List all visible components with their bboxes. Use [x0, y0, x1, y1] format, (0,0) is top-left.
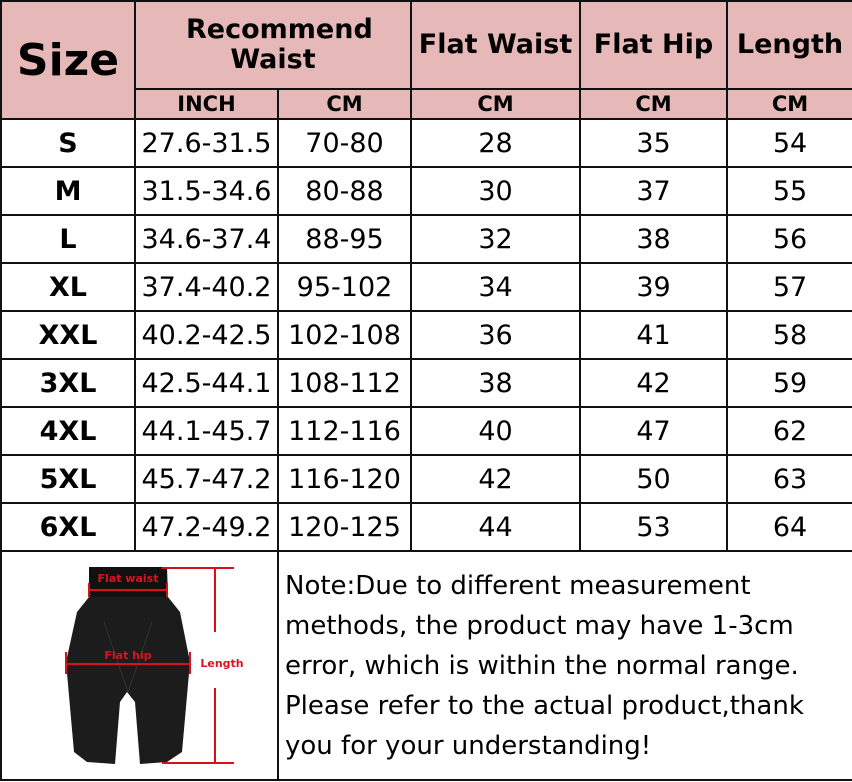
cell-size: 5XL: [0, 454, 136, 504]
unit-cm: CM: [579, 88, 728, 120]
cell-flat-hip: 38: [579, 214, 728, 264]
cell-size: M: [0, 166, 136, 216]
cell-size: 6XL: [0, 502, 136, 552]
cell-flat-waist: 40: [410, 406, 581, 456]
header-size: Size: [0, 0, 136, 120]
cell-waist-cm: 70-80: [277, 118, 412, 168]
cell-size: XL: [0, 262, 136, 312]
cell-length: 56: [726, 214, 852, 264]
cell-flat-waist: 42: [410, 454, 581, 504]
header-flat-hip: Flat Hip: [579, 0, 728, 90]
table-row: 5XL 45.7-47.2 116-120 42 50 63: [0, 454, 852, 504]
unit-cm: CM: [277, 88, 412, 120]
header-flat-waist: Flat Waist: [410, 0, 581, 90]
cell-size: S: [0, 118, 136, 168]
cell-length: 54: [726, 118, 852, 168]
unit-cm: CM: [726, 88, 852, 120]
cell-length: 64: [726, 502, 852, 552]
header-length: Length: [726, 0, 852, 90]
cell-flat-waist: 30: [410, 166, 581, 216]
table-row: 6XL 47.2-49.2 120-125 44 53 64: [0, 502, 852, 552]
unit-inch: INCH: [134, 88, 279, 120]
cell-waist-cm: 88-95: [277, 214, 412, 264]
cell-waist-cm: 80-88: [277, 166, 412, 216]
cell-waist-inch: 47.2-49.2: [134, 502, 279, 552]
cell-waist-inch: 27.6-31.5: [134, 118, 279, 168]
cell-flat-hip: 39: [579, 262, 728, 312]
cell-waist-inch: 42.5-44.1: [134, 358, 279, 408]
cell-length: 57: [726, 262, 852, 312]
flat-waist-label: Flat waist: [98, 572, 159, 585]
table-row: 4XL 44.1-45.7 112-116 40 47 62: [0, 406, 852, 456]
cell-flat-hip: 42: [579, 358, 728, 408]
cell-waist-cm: 95-102: [277, 262, 412, 312]
flat-hip-label: Flat hip: [104, 649, 151, 662]
cell-length: 58: [726, 310, 852, 360]
cell-flat-hip: 37: [579, 166, 728, 216]
table-row: S 27.6-31.5 70-80 28 35 54: [0, 118, 852, 168]
cell-size: L: [0, 214, 136, 264]
cell-waist-cm: 120-125: [277, 502, 412, 552]
cell-size: 4XL: [0, 406, 136, 456]
cell-waist-inch: 34.6-37.4: [134, 214, 279, 264]
cell-flat-hip: 41: [579, 310, 728, 360]
cell-length: 55: [726, 166, 852, 216]
cell-flat-waist: 32: [410, 214, 581, 264]
length-label: Length: [200, 657, 243, 670]
cell-size: XXL: [0, 310, 136, 360]
cell-waist-inch: 31.5-34.6: [134, 166, 279, 216]
measurement-diagram: Flat waist Flat hip Length: [0, 550, 279, 781]
cell-length: 62: [726, 406, 852, 456]
cell-waist-inch: 40.2-42.5: [134, 310, 279, 360]
table-row: XXL 40.2-42.5 102-108 36 41 58: [0, 310, 852, 360]
cell-flat-hip: 47: [579, 406, 728, 456]
cell-flat-hip: 53: [579, 502, 728, 552]
cell-waist-inch: 44.1-45.7: [134, 406, 279, 456]
cell-length: 59: [726, 358, 852, 408]
table-row: L 34.6-37.4 88-95 32 38 56: [0, 214, 852, 264]
cell-waist-cm: 108-112: [277, 358, 412, 408]
shorts-illustration: Flat waist Flat hip Length: [65, 567, 244, 764]
cell-flat-waist: 38: [410, 358, 581, 408]
cell-length: 63: [726, 454, 852, 504]
cell-waist-cm: 112-116: [277, 406, 412, 456]
cell-flat-waist: 36: [410, 310, 581, 360]
cell-flat-waist: 28: [410, 118, 581, 168]
cell-waist-cm: 102-108: [277, 310, 412, 360]
unit-cm: CM: [410, 88, 581, 120]
table-row: M 31.5-34.6 80-88 30 37 55: [0, 166, 852, 216]
cell-waist-inch: 37.4-40.2: [134, 262, 279, 312]
cell-waist-inch: 45.7-47.2: [134, 454, 279, 504]
cell-flat-waist: 44: [410, 502, 581, 552]
cell-flat-waist: 34: [410, 262, 581, 312]
table-row: 3XL 42.5-44.1 108-112 38 42 59: [0, 358, 852, 408]
measurement-note: Note:Due to different measurement method…: [277, 550, 852, 781]
cell-flat-hip: 50: [579, 454, 728, 504]
table-row: XL 37.4-40.2 95-102 34 39 57: [0, 262, 852, 312]
cell-flat-hip: 35: [579, 118, 728, 168]
cell-size: 3XL: [0, 358, 136, 408]
header-recommend-waist: Recommend Waist: [134, 0, 412, 90]
cell-waist-cm: 116-120: [277, 454, 412, 504]
